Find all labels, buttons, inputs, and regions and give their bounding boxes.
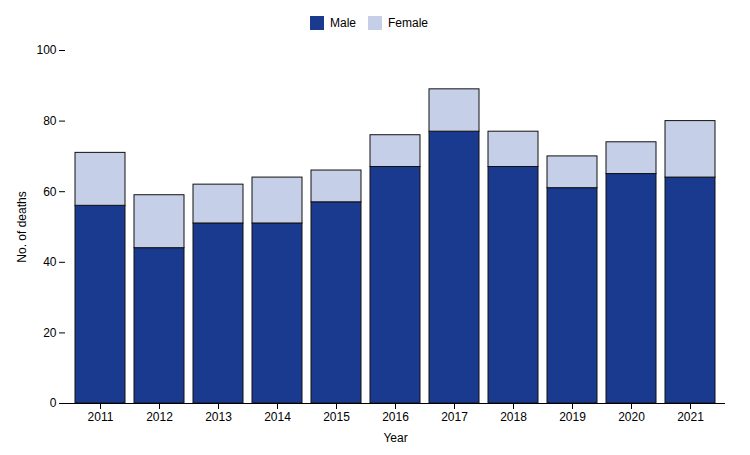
- svg-text:2016: 2016: [382, 410, 409, 424]
- svg-text:2013: 2013: [205, 410, 232, 424]
- svg-text:0: 0: [50, 396, 57, 410]
- svg-text:80: 80: [43, 114, 57, 128]
- svg-text:2011: 2011: [88, 410, 114, 424]
- html-text:Female: Female: [388, 15, 428, 30]
- svg-text:2012: 2012: [146, 410, 173, 424]
- svg-text:Year: Year: [383, 431, 407, 445]
- svg-text:60: 60: [43, 185, 57, 199]
- html-text:Male: Male: [330, 15, 356, 30]
- svg-text:2017: 2017: [441, 410, 468, 424]
- svg-text:2020: 2020: [618, 410, 645, 424]
- svg-text:100: 100: [36, 43, 56, 57]
- svg-text:2014: 2014: [264, 410, 291, 424]
- svg-text:2018: 2018: [500, 410, 527, 424]
- svg-text:40: 40: [43, 255, 57, 269]
- svg-text:2021: 2021: [677, 410, 704, 424]
- svg-text:No. of deaths: No. of deaths: [15, 191, 29, 262]
- svg-text:2019: 2019: [559, 410, 586, 424]
- svg-text:20: 20: [43, 326, 57, 340]
- svg-text:2015: 2015: [323, 410, 350, 424]
